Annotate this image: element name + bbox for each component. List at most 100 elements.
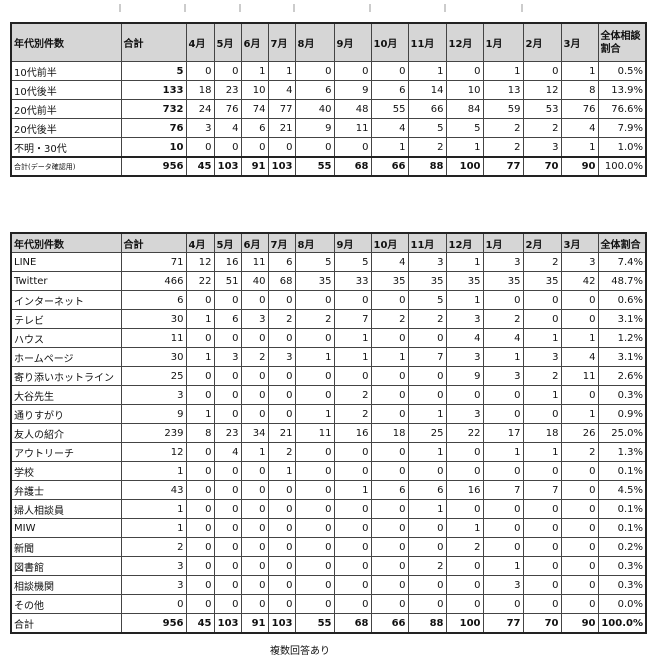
month-count: 0 [370,385,409,405]
month-count: 0 [560,499,599,519]
month-count: 2 [407,309,447,329]
row-total: 956 [120,613,187,634]
month-count: 35 [294,271,335,291]
column-header: 10月 [370,22,409,62]
column-header: 全体相談割合 [597,22,647,62]
month-count: 0 [240,385,269,405]
month-count: 55 [294,613,335,634]
month-count: 1 [185,309,215,329]
month-count: 0 [213,594,242,614]
row-percentage: 0.0% [597,594,647,614]
column-header: 10月 [370,232,409,253]
month-count: 1 [294,347,335,367]
month-count: 4 [267,80,296,100]
month-count: 6 [240,118,269,138]
month-count: 18 [522,423,562,443]
scan-artifacts [119,4,523,12]
month-count: 13 [482,80,524,100]
month-count: 0 [370,499,409,519]
row-total: 3 [120,385,187,405]
month-count: 0 [294,575,335,595]
column-header: 12月 [445,232,484,253]
table-row: 20代後半 76 3 4 6 21 9 11 4 5 5 2 2 4 7.9% [10,118,647,138]
month-count: 0 [522,499,562,519]
row-total: 30 [120,347,187,367]
row-label: 学校 [10,461,122,481]
month-count: 22 [445,423,484,443]
month-count: 0 [560,594,599,614]
month-count: 2 [482,137,524,158]
month-count: 0 [482,404,524,424]
table-row: 新聞 2 0 0 0 0 0 0 0 0 2 0 0 0 0.2% [10,537,647,557]
month-count: 3 [185,118,215,138]
month-count: 0 [333,442,372,462]
column-header: 全体割合 [597,232,647,253]
month-count: 2 [522,118,562,138]
month-count: 0 [267,404,296,424]
table-row: ハウス 11 0 0 0 0 0 1 0 0 4 4 1 1 1.2% [10,328,647,348]
month-count: 1 [407,404,447,424]
month-count: 90 [560,613,599,634]
month-count: 6 [213,309,242,329]
month-count: 0 [522,518,562,538]
month-count: 1 [482,556,524,576]
month-count: 0 [407,537,447,557]
month-count: 17 [482,423,524,443]
month-count: 0 [294,61,335,81]
month-count: 2 [333,385,372,405]
month-count: 0 [213,366,242,386]
month-count: 0 [333,61,372,81]
month-count: 0 [482,537,524,557]
month-count: 21 [267,423,296,443]
column-header: 合計 [120,232,187,253]
month-count: 0 [240,366,269,386]
month-count: 0 [185,461,215,481]
month-count: 0 [240,556,269,576]
row-percentage: 0.9% [597,404,647,424]
column-header: 7月 [267,232,296,253]
month-count: 0 [445,556,484,576]
row-label: 弁護士 [10,480,122,500]
total-row: 合計(データ確認用) 956 45 103 91 103 55 68 66 88 100 77 70 90… [10,156,647,177]
row-percentage: 0.3% [597,385,647,405]
row-total: 1 [120,518,187,538]
month-count: 2 [407,137,447,158]
month-count: 0 [445,442,484,462]
month-count: 0 [445,461,484,481]
month-count: 0 [213,575,242,595]
month-count: 1 [185,404,215,424]
month-count: 77 [267,99,296,119]
month-count: 100 [445,156,484,177]
row-label: 大谷先生 [10,385,122,405]
month-count: 3 [445,404,484,424]
month-count: 1 [482,347,524,367]
month-count: 1 [407,499,447,519]
month-count: 0 [370,594,409,614]
row-total: 466 [120,271,187,291]
month-count: 16 [445,480,484,500]
month-count: 5 [407,118,447,138]
month-count: 5 [333,252,372,272]
month-count: 1 [522,385,562,405]
month-count: 33 [333,271,372,291]
month-count: 0 [240,499,269,519]
row-label: 寄り添いホットライン [10,366,122,386]
month-count: 91 [240,156,269,177]
month-count: 2 [482,309,524,329]
row-total: 11 [120,328,187,348]
month-count: 10 [240,80,269,100]
row-label: 相談機関 [10,575,122,595]
row-total: 10 [120,137,187,158]
month-count: 3 [560,252,599,272]
column-header: 8月 [294,232,335,253]
table-row: 寄り添いホットライン 25 0 0 0 0 0 0 0 0 9 3 2 11 2.6% [10,366,647,386]
month-count: 0 [294,480,335,500]
month-count: 1 [267,61,296,81]
month-count: 4 [560,347,599,367]
month-count: 35 [407,271,447,291]
month-count: 35 [370,271,409,291]
month-count: 2 [522,252,562,272]
column-header: 4月 [185,22,215,62]
month-count: 7 [407,347,447,367]
month-count: 0 [185,480,215,500]
